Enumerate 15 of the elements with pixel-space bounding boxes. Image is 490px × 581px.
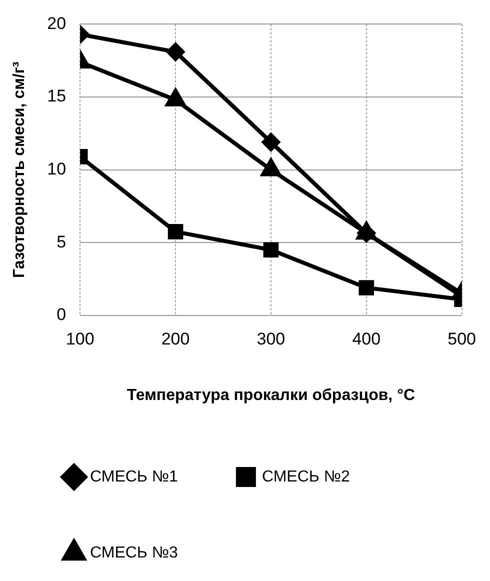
y-tick-label: 0	[56, 305, 66, 324]
y-tick-label: 10	[47, 159, 66, 178]
x-tick-label: 200	[161, 329, 190, 348]
x-tick-label: 300	[256, 329, 286, 348]
x-tick-label: 100	[66, 329, 94, 348]
y-tick-label: 20	[47, 14, 66, 33]
legend-label: СМЕСЬ №3	[90, 544, 178, 562]
y-axis-title: Газотворность смеси, см/г³	[11, 62, 28, 278]
x-tick-label: 400	[352, 329, 381, 348]
y-tick-label: 5	[56, 232, 66, 252]
legend-label: СМЕСЬ №2	[262, 468, 350, 486]
x-axis-title: Температура прокалки образцов, °C	[126, 386, 416, 404]
legend-label: СМЕСЬ №1	[90, 468, 178, 486]
y-tick-label: 15	[47, 86, 66, 106]
x-tick-label: 500	[448, 329, 476, 348]
